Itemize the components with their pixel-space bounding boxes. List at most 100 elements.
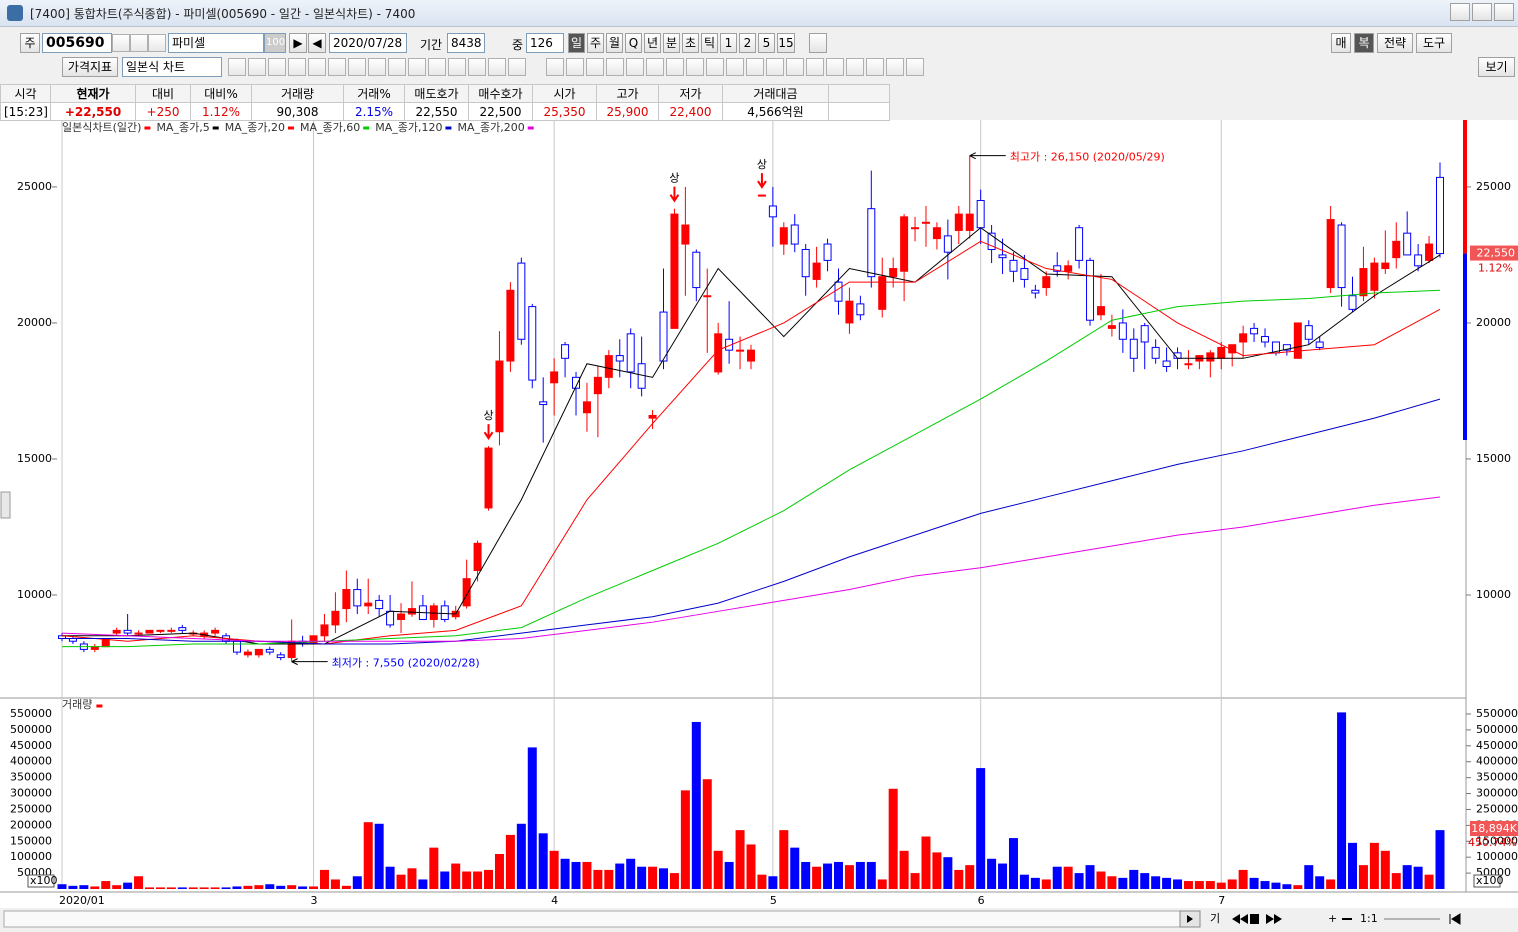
interval-button[interactable]: 일 — [568, 33, 585, 53]
tool-icon[interactable] — [112, 34, 130, 52]
forward-icon[interactable] — [1266, 914, 1282, 924]
zoom-in[interactable]: + — [1328, 912, 1337, 925]
candle-body — [440, 605, 449, 620]
tool-icon[interactable] — [826, 58, 844, 76]
zoom-level[interactable]: 1:1 — [1360, 912, 1378, 925]
interval-button[interactable]: 주 — [587, 33, 604, 53]
interval-button[interactable]: 2 — [739, 33, 756, 53]
candle-body — [768, 205, 777, 218]
quote-header: 거래대금 — [722, 84, 829, 103]
tool-icon[interactable] — [148, 34, 166, 52]
interval-button[interactable]: 틱 — [701, 33, 718, 53]
minimize-button[interactable] — [1450, 3, 1470, 21]
next-button[interactable]: ▶ — [289, 33, 307, 53]
tool-button[interactable]: 전략 — [1377, 33, 1413, 53]
volume-bar — [571, 861, 581, 889]
side-tab[interactable] — [0, 491, 11, 519]
candle-body — [1436, 176, 1444, 255]
candle-body — [309, 635, 318, 645]
tool-icon[interactable] — [766, 58, 784, 76]
tool-icon[interactable] — [566, 58, 584, 76]
tool-icon[interactable] — [886, 58, 904, 76]
tool-icon[interactable] — [248, 58, 266, 76]
tool-icon[interactable] — [468, 58, 486, 76]
candle-body — [112, 629, 121, 634]
tool-icon[interactable] — [408, 58, 426, 76]
interval-button[interactable]: 5 — [758, 33, 775, 53]
tool-icon[interactable] — [666, 58, 684, 76]
volume-bar — [965, 865, 975, 889]
tool-icon[interactable] — [606, 58, 624, 76]
tool-icon[interactable] — [746, 58, 764, 76]
interval-button[interactable]: 월 — [606, 33, 623, 53]
interval-button[interactable]: 1 — [720, 33, 737, 53]
tool-icon[interactable] — [646, 58, 664, 76]
interval-button[interactable]: 15 — [777, 33, 795, 53]
period-input[interactable]: 8438 — [447, 33, 485, 53]
quote-value: 22,500 — [468, 102, 533, 121]
tool-icon[interactable] — [488, 58, 506, 76]
tool-button[interactable]: 도구 — [1416, 33, 1452, 53]
period-label: 기간 — [420, 38, 443, 52]
tool-icon[interactable] — [448, 58, 466, 76]
maximize-button[interactable] — [1472, 3, 1492, 21]
tool-icon[interactable] — [228, 58, 246, 76]
volume-bar — [473, 871, 483, 889]
tool-icon[interactable] — [546, 58, 564, 76]
market-button[interactable]: 주 — [20, 33, 40, 53]
tool-button[interactable]: 복 — [1354, 33, 1374, 53]
tool-icon[interactable] — [846, 58, 864, 76]
count-input[interactable]: 126 — [526, 33, 564, 53]
interval-button[interactable]: 년 — [644, 33, 661, 53]
tool-button[interactable]: 매 — [1331, 33, 1351, 53]
volume-bar — [1096, 871, 1106, 889]
stop-icon[interactable] — [1250, 914, 1259, 924]
tool-icon[interactable] — [348, 58, 366, 76]
tool-icon[interactable] — [586, 58, 604, 76]
tool-icon[interactable] — [428, 58, 446, 76]
candle-body — [878, 276, 887, 310]
tool-icon[interactable] — [308, 58, 326, 76]
tool-icon[interactable] — [368, 58, 386, 76]
x-tick-label: 2020/01 — [59, 894, 105, 907]
tool-icon[interactable] — [268, 58, 286, 76]
code-input[interactable]: 005690 — [42, 33, 112, 53]
volume-bar — [1424, 874, 1434, 889]
name-input[interactable]: 파미셀 — [168, 33, 264, 53]
end-icon[interactable] — [1449, 913, 1461, 925]
interval-button[interactable]: 초 — [682, 33, 699, 53]
y-tick-label: 25000 — [17, 180, 52, 193]
tool-icon[interactable] — [726, 58, 744, 76]
candle-body — [911, 227, 920, 230]
tool-icon[interactable] — [866, 58, 884, 76]
tool-icon[interactable] — [328, 58, 346, 76]
tool-icon[interactable] — [906, 58, 924, 76]
scrollbar-track[interactable] — [3, 910, 1201, 928]
tool-icon[interactable] — [686, 58, 704, 76]
volume-tick-label: 150000 — [1476, 834, 1518, 847]
view-button[interactable]: 보기 — [1478, 57, 1515, 77]
volume-bar — [648, 866, 658, 889]
close-button[interactable] — [1494, 3, 1514, 21]
tool-icon[interactable] — [508, 58, 526, 76]
tool-icon[interactable] — [626, 58, 644, 76]
interval-button[interactable]: Q — [625, 33, 642, 53]
prev-button[interactable]: ◀ — [308, 33, 326, 53]
date-input[interactable]: 2020/07/28 — [329, 33, 407, 53]
interval-button[interactable]: 분 — [663, 33, 680, 53]
tool-icon[interactable] — [288, 58, 306, 76]
indicator-button[interactable]: 가격지표 — [62, 57, 118, 77]
chart-kind-select[interactable]: 일본식 차트 — [122, 57, 222, 77]
tool-icon[interactable] — [786, 58, 804, 76]
y-tick-label: 10000 — [17, 588, 52, 601]
tool-icon[interactable] — [130, 34, 148, 52]
footer-button[interactable]: 기 — [1210, 912, 1220, 925]
volume-bar — [254, 885, 264, 889]
tool-icon[interactable] — [706, 58, 724, 76]
rewind-icon[interactable] — [1232, 914, 1248, 924]
candle-body — [550, 371, 559, 384]
tool-icon[interactable] — [388, 58, 406, 76]
tool-icon[interactable] — [806, 58, 824, 76]
weekly-button[interactable] — [809, 33, 827, 53]
volume-bar — [823, 863, 833, 889]
